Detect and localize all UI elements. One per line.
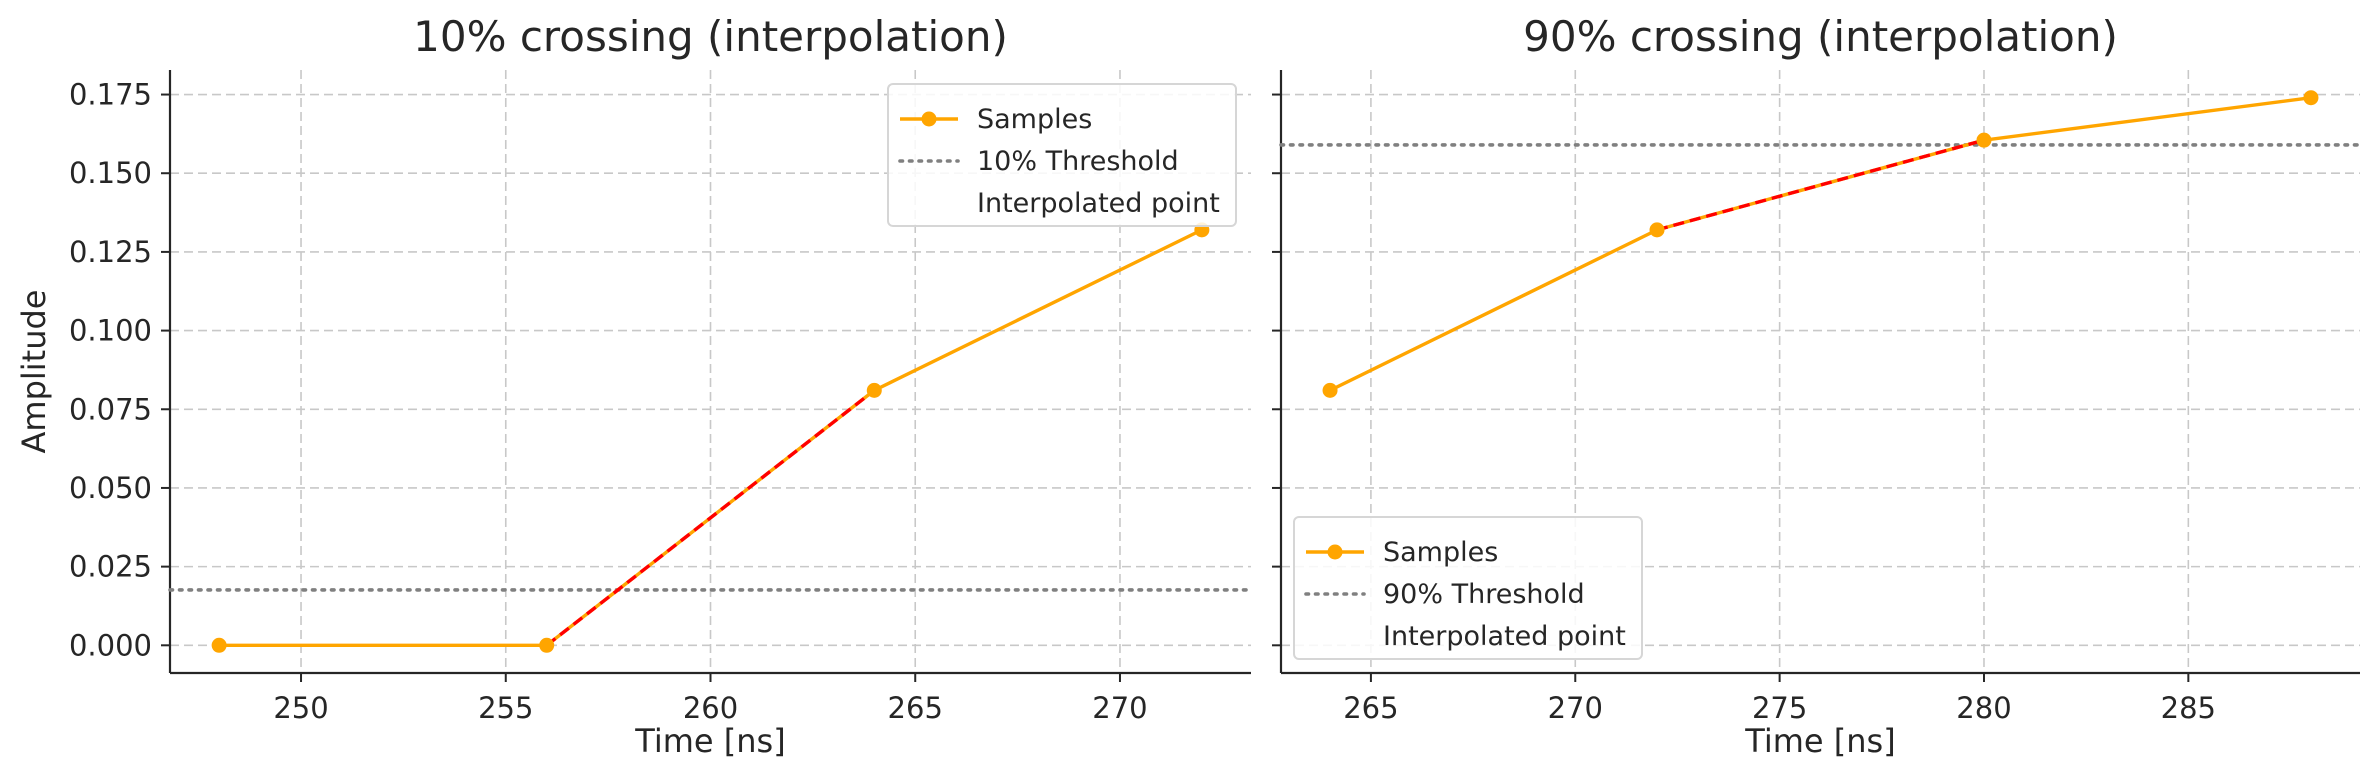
x-axis-label: Time [ns]: [634, 722, 785, 760]
interpolation-segment: [545, 389, 876, 647]
x-tick-label: 270: [1092, 691, 1147, 725]
sample-point: [1976, 132, 1992, 148]
legend-label: Interpolated point: [1383, 621, 1626, 652]
legend-samples-marker: [1327, 544, 1343, 560]
y-tick-label: 0.175: [69, 78, 152, 112]
y-tick-label: 0.050: [69, 471, 152, 505]
x-tick-label: 275: [1752, 691, 1807, 725]
legend-label: 90% Threshold: [1383, 579, 1585, 610]
x-tick-label: 265: [888, 691, 943, 725]
legend-box: [887, 83, 1237, 227]
x-tick-label: 250: [273, 691, 328, 725]
y-tick-label: 0.000: [69, 628, 152, 662]
sample-point: [211, 637, 227, 653]
y-tick-label: 0.125: [69, 235, 152, 269]
interpolation-segment: [1656, 138, 1985, 232]
legend: Samples 90% Threshold Interpolated point: [1293, 516, 1643, 660]
sample-point: [866, 382, 882, 398]
chart-title: 10% crossing (interpolation): [413, 12, 1008, 61]
y-tick-label: 0.075: [69, 392, 152, 426]
x-tick-label: 265: [1343, 691, 1398, 725]
x-tick-label: 280: [1956, 691, 2011, 725]
y-tick-label: 0.150: [69, 156, 152, 190]
legend-label: Samples: [977, 104, 1092, 135]
chart-panel-10-percent: 250 255 260 265 270 0.000 0.025 0.050 0.075 0.100…: [15, 12, 1253, 760]
sample-point: [1322, 382, 1338, 398]
y-tick-label: 0.100: [69, 314, 152, 348]
legend-box: [1293, 516, 1643, 660]
samples-line: [1329, 96, 2312, 392]
x-tick-label: 285: [2161, 691, 2216, 725]
x-tick-label: 255: [478, 691, 533, 725]
legend-label: Samples: [1383, 537, 1498, 568]
y-axis-label: Amplitude: [15, 290, 53, 454]
x-tick-label: 270: [1548, 691, 1603, 725]
sample-point: [539, 637, 555, 653]
x-axis-label: Time [ns]: [1744, 722, 1895, 760]
x-tick-label: 260: [683, 691, 738, 725]
legend-label: 10% Threshold: [977, 146, 1179, 177]
sample-point: [2303, 90, 2319, 106]
chart-title: 90% crossing (interpolation): [1523, 12, 2118, 61]
y-tick-label: 0.025: [69, 550, 152, 584]
chart-panel-90-percent: 265 270 275 280 285 90% crossing (interpolati…: [1272, 12, 2362, 760]
sample-point: [1649, 222, 1665, 238]
legend-label: Interpolated point: [977, 188, 1220, 219]
legend-samples-marker: [921, 111, 937, 127]
legend: Samples 10% Threshold Interpolated point: [887, 83, 1237, 227]
